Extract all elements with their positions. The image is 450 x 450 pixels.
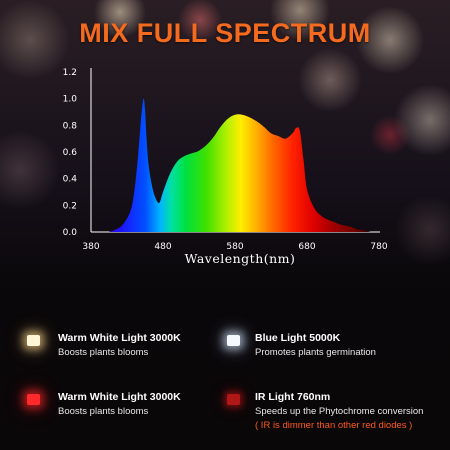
legend-desc: Speeds up the Phytochrome conversion (255, 406, 424, 417)
x-axis-label: Wavelength(nm) (185, 251, 296, 266)
x-tick-label: 380 (82, 242, 99, 252)
legend-desc: Boosts plants blooms (58, 347, 149, 358)
legend-title: Warm White Light 3000K (58, 391, 181, 403)
y-tick-label: 0.0 (63, 228, 78, 238)
legend-title: IR Light 760nm (255, 391, 331, 403)
legend-title: Blue Light 5000K (255, 332, 341, 344)
page-title: MIX FULL SPECTRUM (79, 18, 371, 48)
x-tick-label: 480 (154, 242, 171, 252)
y-tick-label: 0.2 (63, 201, 77, 211)
y-tick-label: 0.4 (63, 175, 78, 185)
y-tick-labels: 0.0 0.2 0.4 0.6 0.8 1.0 1.2 (63, 68, 78, 238)
warm-white-led-icon (27, 335, 40, 346)
blue-white-led-icon (227, 335, 240, 346)
y-tick-label: 0.8 (63, 121, 78, 131)
y-tick-label: 1.0 (63, 95, 78, 105)
x-tick-label: 780 (370, 242, 387, 252)
y-tick-label: 1.2 (63, 68, 77, 78)
legend-note: ( IR is dimmer than other red diodes ) (255, 420, 413, 431)
x-tick-label: 580 (226, 242, 243, 252)
x-tick-labels: 380 480 580 680 780 (82, 242, 387, 252)
y-tick-label: 0.6 (63, 148, 78, 158)
legend-desc: Boosts plants blooms (58, 406, 149, 417)
spectrum-area (109, 98, 379, 232)
ir-led-icon (227, 394, 240, 405)
red-led-icon (27, 394, 40, 405)
legend-desc: Promotes plants germination (255, 347, 376, 358)
legend-title: Warm White Light 3000K (58, 332, 181, 344)
x-tick-label: 680 (298, 242, 315, 252)
